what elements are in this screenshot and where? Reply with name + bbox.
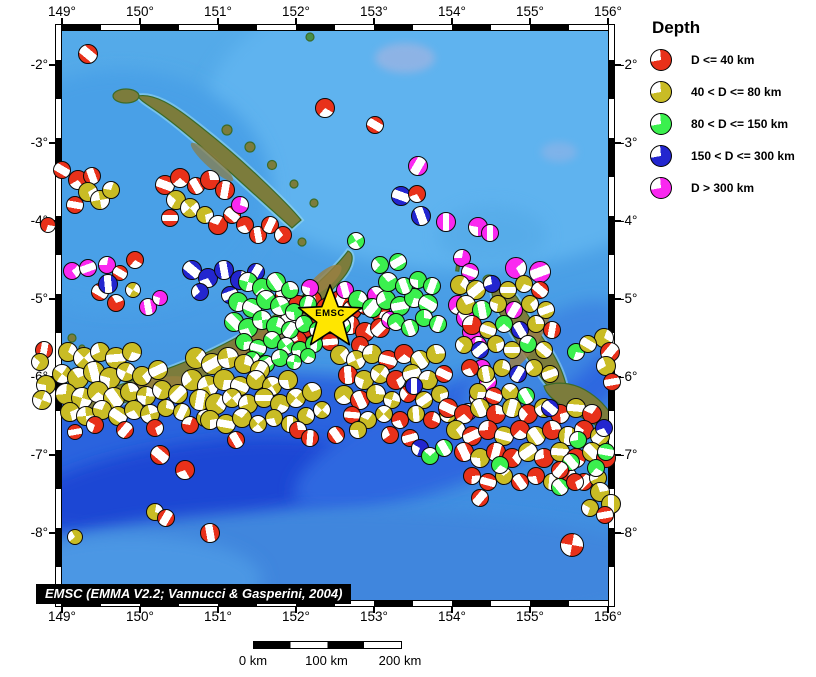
lon-tick xyxy=(295,18,297,24)
lon-label-top: 151° xyxy=(204,4,232,19)
legend-entry: D <= 40 km xyxy=(650,48,816,71)
lon-label-top: 156° xyxy=(594,4,622,19)
lat-tick xyxy=(615,532,621,534)
lon-label-bottom: 149° xyxy=(48,609,76,624)
lon-label-bottom: 155° xyxy=(516,609,544,624)
lat-tick xyxy=(49,298,55,300)
lat-label-right: -5° xyxy=(620,291,638,306)
lon-label-bottom: 154° xyxy=(438,609,466,624)
legend-entry-label: 40 < D <= 80 km xyxy=(691,84,782,99)
lon-tick xyxy=(451,18,453,24)
legend-beachball-icon xyxy=(650,112,672,135)
scale-label: 100 km xyxy=(305,653,348,668)
lat-tick xyxy=(49,142,55,144)
lon-tick xyxy=(607,607,609,613)
lon-tick xyxy=(451,607,453,613)
legend-beachball-icon xyxy=(650,176,672,199)
focal-mechanism xyxy=(32,390,52,410)
map-frame-top xyxy=(61,24,609,31)
map-frame-right xyxy=(608,24,615,607)
legend-entry-label: 150 < D <= 300 km xyxy=(691,148,795,163)
lon-label-bottom: 151° xyxy=(204,609,232,624)
lon-tick xyxy=(61,18,63,24)
legend-entry: D > 300 km xyxy=(650,176,816,199)
lat-tick xyxy=(49,64,55,66)
legend-beachball-icon xyxy=(650,48,672,71)
lat-label-right: -6° xyxy=(620,369,638,384)
lon-label-top: 150° xyxy=(126,4,154,19)
lat-label-right: -2° xyxy=(620,57,638,72)
lon-tick xyxy=(607,18,609,24)
attribution-box: EMSC (EMMA V2.2; Vannucci & Gasperini, 2… xyxy=(36,584,352,604)
lon-label-top: 154° xyxy=(438,4,466,19)
lat-tick xyxy=(615,142,621,144)
lat-label-left: -7° xyxy=(30,447,48,462)
lon-tick xyxy=(295,607,297,613)
legend-entry: 80 < D <= 150 km xyxy=(650,112,816,135)
legend-title: Depth xyxy=(652,18,701,37)
scale-bar xyxy=(253,641,402,649)
lon-label-top: 155° xyxy=(516,4,544,19)
lat-label-right: -3° xyxy=(620,135,638,150)
lon-tick xyxy=(373,607,375,613)
lon-tick xyxy=(139,607,141,613)
buka xyxy=(482,274,496,286)
lat-tick xyxy=(615,376,621,378)
lat-label-right: -7° xyxy=(620,447,638,462)
lat-tick xyxy=(615,298,621,300)
legend-entry-label: 80 < D <= 150 km xyxy=(691,116,789,131)
depth-legend: Depth D <= 40 km 40 < D <= 80 km 80 < D <=… xyxy=(650,18,816,208)
lat-label-left: -6° xyxy=(30,369,48,384)
lon-label-bottom: 156° xyxy=(594,609,622,624)
lat-tick xyxy=(49,376,55,378)
lat-tick xyxy=(615,64,621,66)
lat-label-left: -2° xyxy=(30,57,48,72)
lon-label-bottom: 150° xyxy=(126,609,154,624)
lon-tick xyxy=(217,607,219,613)
lat-label-right: -4° xyxy=(620,213,638,228)
lat-tick xyxy=(49,454,55,456)
scale-label: 0 km xyxy=(238,653,268,668)
lat-label-left: -3° xyxy=(30,135,48,150)
legend-entry: 40 < D <= 80 km xyxy=(650,80,816,103)
lat-tick xyxy=(49,220,55,222)
lon-tick xyxy=(139,18,141,24)
lon-tick xyxy=(217,18,219,24)
legend-entry: 150 < D <= 300 km xyxy=(650,144,816,167)
lon-tick xyxy=(529,607,531,613)
legend-entry-label: D <= 40 km xyxy=(691,52,755,67)
legend-entry-label: D > 300 km xyxy=(691,180,755,195)
lon-label-top: 152° xyxy=(282,4,310,19)
lat-tick xyxy=(49,532,55,534)
lon-label-top: 153° xyxy=(360,4,388,19)
scale-label: 200 km xyxy=(378,653,422,668)
lat-tick xyxy=(615,220,621,222)
lon-label-bottom: 153° xyxy=(360,609,388,624)
lat-label-right: -8° xyxy=(620,525,638,540)
lon-label-top: 149° xyxy=(48,4,76,19)
lon-label-bottom: 152° xyxy=(282,609,310,624)
lat-tick xyxy=(615,454,621,456)
star-label: EMSC xyxy=(315,308,345,319)
lat-label-left: -5° xyxy=(30,291,48,306)
lon-tick xyxy=(61,607,63,613)
legend-beachball-icon xyxy=(650,144,672,167)
lon-tick xyxy=(529,18,531,24)
new-hanover xyxy=(112,88,140,104)
lat-label-left: -8° xyxy=(30,525,48,540)
lat-label-left: -4° xyxy=(30,213,48,228)
seamount-patch xyxy=(541,142,577,162)
lon-tick xyxy=(373,18,375,24)
seamount-patch xyxy=(375,43,435,73)
focal-mechanism xyxy=(35,341,53,359)
legend-beachball-icon xyxy=(650,80,672,103)
map-frame-left xyxy=(55,24,62,607)
